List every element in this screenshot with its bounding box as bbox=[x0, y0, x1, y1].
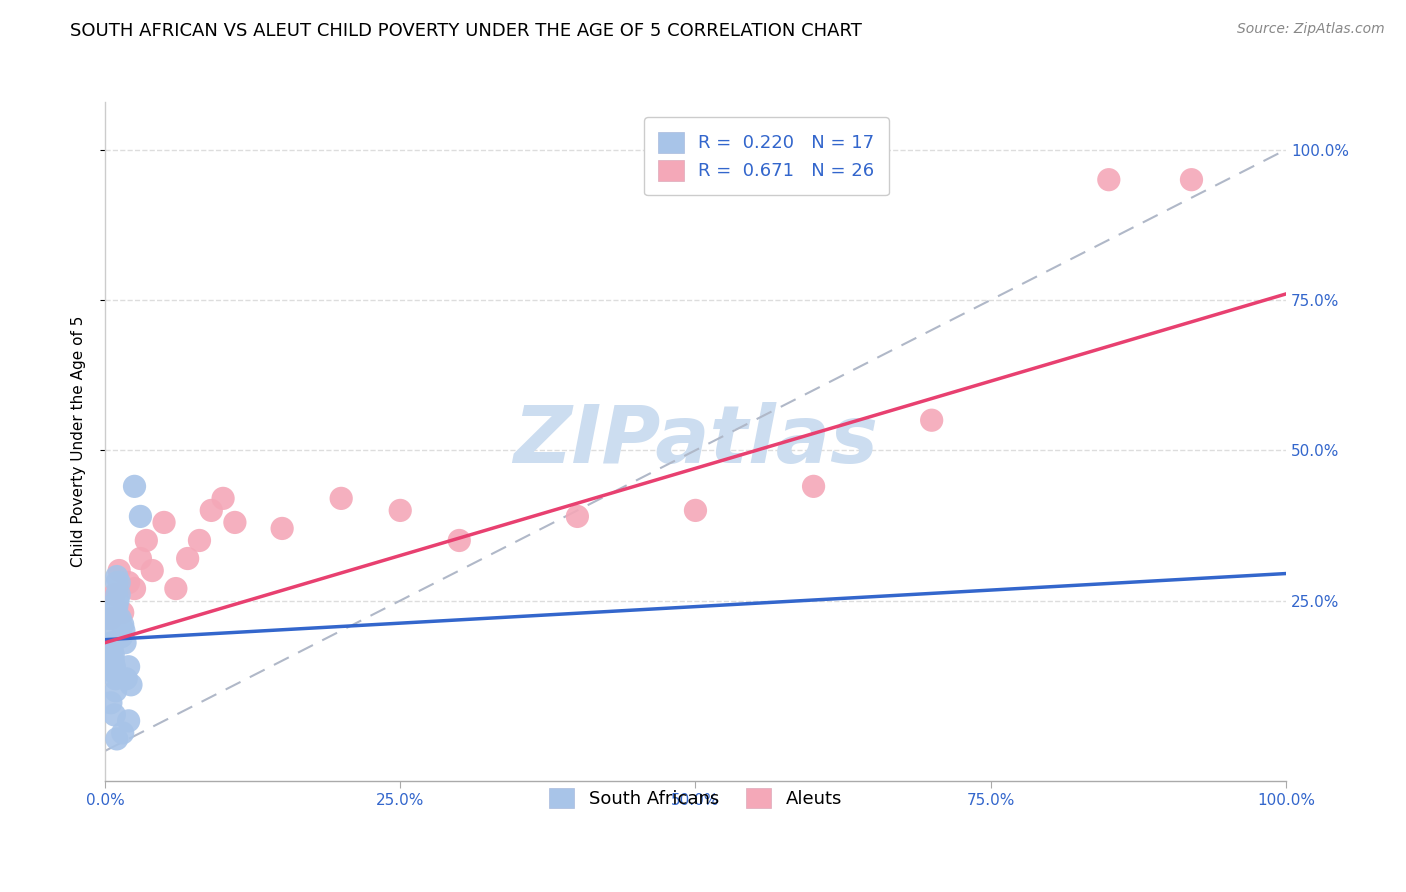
Point bbox=[103, 654, 125, 668]
Point bbox=[110, 630, 132, 644]
Point bbox=[117, 659, 139, 673]
Point bbox=[188, 533, 211, 548]
Point bbox=[105, 569, 128, 583]
Point bbox=[108, 564, 131, 578]
Point bbox=[1180, 172, 1202, 186]
Text: Source: ZipAtlas.com: Source: ZipAtlas.com bbox=[1237, 22, 1385, 37]
Point bbox=[117, 575, 139, 590]
Point bbox=[271, 521, 294, 535]
Point bbox=[117, 714, 139, 728]
Point bbox=[103, 588, 125, 602]
Point bbox=[129, 509, 152, 524]
Point bbox=[105, 731, 128, 746]
Y-axis label: Child Poverty Under the Age of 5: Child Poverty Under the Age of 5 bbox=[72, 316, 86, 567]
Point bbox=[141, 564, 163, 578]
Point bbox=[120, 678, 142, 692]
Point bbox=[224, 516, 246, 530]
Point bbox=[101, 641, 124, 656]
Point bbox=[108, 575, 131, 590]
Point bbox=[803, 479, 825, 493]
Point bbox=[103, 707, 125, 722]
Point bbox=[105, 599, 128, 614]
Point bbox=[114, 636, 136, 650]
Point bbox=[105, 575, 128, 590]
Point bbox=[107, 612, 129, 626]
Point bbox=[110, 612, 132, 626]
Point bbox=[212, 491, 235, 506]
Point bbox=[389, 503, 412, 517]
Text: SOUTH AFRICAN VS ALEUT CHILD POVERTY UNDER THE AGE OF 5 CORRELATION CHART: SOUTH AFRICAN VS ALEUT CHILD POVERTY UND… bbox=[70, 22, 862, 40]
Point bbox=[103, 648, 125, 662]
Point bbox=[567, 509, 589, 524]
Point bbox=[124, 582, 146, 596]
Point bbox=[105, 588, 128, 602]
Point bbox=[330, 491, 353, 506]
Point bbox=[1098, 172, 1121, 186]
Point bbox=[108, 588, 131, 602]
Point bbox=[98, 599, 121, 614]
Point bbox=[153, 516, 176, 530]
Legend: South Africans, Aleuts: South Africans, Aleuts bbox=[534, 773, 856, 823]
Point bbox=[176, 551, 198, 566]
Point bbox=[100, 696, 122, 710]
Point bbox=[101, 636, 124, 650]
Point bbox=[97, 612, 120, 626]
Point bbox=[112, 624, 135, 638]
Point bbox=[200, 503, 222, 517]
Point bbox=[100, 612, 122, 626]
Point bbox=[111, 606, 134, 620]
Point bbox=[129, 551, 152, 566]
Point bbox=[124, 479, 146, 493]
Point bbox=[100, 606, 122, 620]
Point bbox=[107, 593, 129, 607]
Point bbox=[111, 617, 134, 632]
Point bbox=[165, 582, 187, 596]
Point bbox=[135, 533, 157, 548]
Point bbox=[104, 672, 127, 686]
Point bbox=[103, 659, 125, 673]
Point bbox=[921, 413, 943, 427]
Point bbox=[685, 503, 707, 517]
Point bbox=[111, 726, 134, 740]
Point bbox=[104, 683, 127, 698]
Point bbox=[115, 672, 138, 686]
Point bbox=[449, 533, 471, 548]
Point bbox=[103, 665, 125, 680]
Text: ZIPatlas: ZIPatlas bbox=[513, 402, 877, 480]
Point bbox=[100, 624, 122, 638]
